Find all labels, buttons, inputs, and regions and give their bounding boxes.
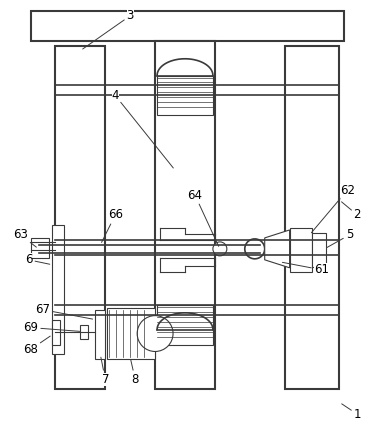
Text: 64: 64 [187,189,219,247]
Bar [312,233,326,267]
Bar [107,308,155,360]
Text: 5: 5 [327,229,353,247]
Text: 6: 6 [25,253,50,266]
Circle shape [137,315,173,351]
Text: 67: 67 [35,303,93,319]
Bar [285,46,339,389]
Text: 8: 8 [131,360,139,386]
Bar [56,46,105,389]
Circle shape [213,242,227,256]
Bar [157,75,213,116]
Text: 62: 62 [311,184,355,233]
Polygon shape [265,230,290,268]
Bar [290,228,312,272]
Text: 69: 69 [23,321,80,334]
Text: 63: 63 [13,229,36,247]
Text: 2: 2 [342,202,361,222]
Text: 68: 68 [23,336,50,356]
Bar [30,11,344,41]
Circle shape [245,239,265,259]
Bar [30,238,49,258]
Text: 7: 7 [101,357,109,386]
Bar [155,41,215,389]
Text: 66: 66 [102,208,123,242]
Bar [157,305,213,345]
Bar [95,309,105,360]
Text: 1: 1 [342,404,361,421]
Bar [81,324,88,339]
Text: 4: 4 [112,89,173,168]
Text: 3: 3 [83,9,134,49]
Bar [53,225,65,354]
Text: 61: 61 [282,262,329,276]
Bar [53,320,60,345]
